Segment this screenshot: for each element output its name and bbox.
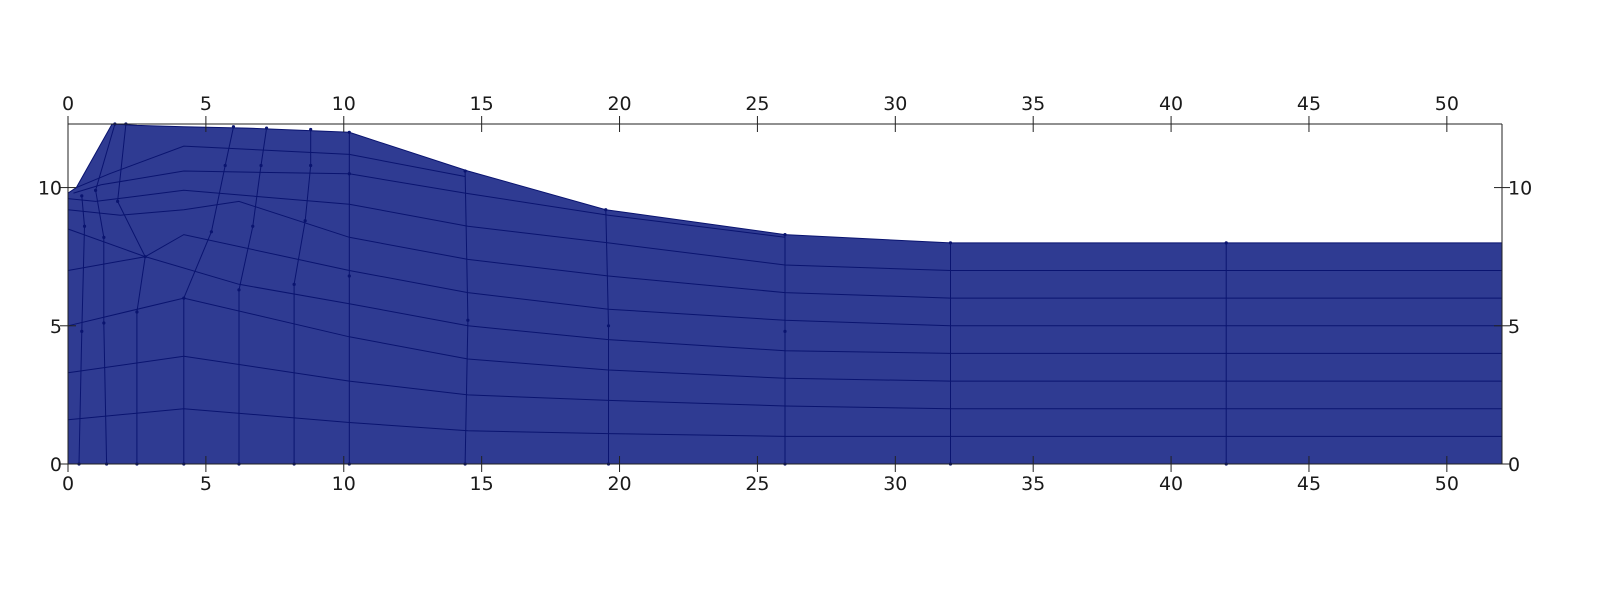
top-x-tick-label: 45 — [1297, 93, 1321, 115]
mesh-node — [116, 199, 120, 203]
axes-layer: 0055101015152020252530303535404045455050… — [38, 93, 1532, 495]
bottom-x-tick-label: 30 — [883, 473, 907, 495]
top-x-tick-label: 30 — [883, 93, 907, 115]
mesh-node — [93, 188, 98, 192]
bottom-x-tick-label: 10 — [332, 473, 356, 495]
mesh-line-horizontal-0 — [67, 408, 1502, 437]
mesh-node — [102, 321, 106, 325]
mesh-node — [948, 241, 953, 245]
mesh-node — [143, 255, 147, 259]
mesh-node — [251, 224, 255, 228]
top-x-tick-label: 40 — [1159, 93, 1183, 115]
mesh-line-horizontal-5 — [67, 200, 1502, 299]
bottom-x-tick-label: 0 — [62, 473, 74, 495]
bottom-x-tick-label: 15 — [470, 473, 494, 495]
mesh-node — [80, 194, 84, 198]
mesh-node — [347, 172, 351, 176]
mesh-line-horizontal-6 — [67, 189, 1502, 271]
top-x-tick-label: 10 — [332, 93, 356, 115]
mesh-node — [223, 163, 227, 168]
mesh-node — [209, 230, 213, 234]
mesh-node — [102, 235, 106, 239]
left-y-tick-label: 10 — [38, 178, 62, 200]
mesh-node — [231, 125, 236, 129]
mesh-node — [292, 282, 296, 286]
top-x-tick-label: 15 — [470, 93, 494, 115]
top-x-tick-label: 5 — [200, 93, 212, 115]
mesh-node — [303, 219, 307, 223]
top-x-tick-label: 0 — [62, 93, 74, 115]
mesh-node — [309, 127, 313, 132]
mesh-node — [463, 169, 467, 173]
mesh-node — [347, 274, 351, 278]
mesh-line-horizontal-4 — [67, 228, 1502, 327]
mesh-node — [1224, 241, 1228, 245]
bottom-x-tick-label: 50 — [1435, 473, 1459, 495]
bottom-x-tick-label: 40 — [1159, 473, 1183, 495]
mesh-node — [182, 296, 186, 300]
mesh-line-horizontal-3 — [67, 256, 1502, 354]
mesh-node — [604, 208, 608, 212]
mesh-node — [783, 329, 787, 333]
bottom-x-tick-label: 35 — [1021, 473, 1045, 495]
mesh-line-horizontal-2 — [67, 297, 1502, 382]
top-x-tick-label: 50 — [1435, 93, 1459, 115]
left-y-tick-label: 0 — [50, 454, 62, 476]
top-x-tick-label: 20 — [607, 93, 631, 115]
top-x-tick-label: 25 — [745, 93, 769, 115]
right-y-tick-label: 0 — [1508, 454, 1520, 476]
mesh-node — [237, 288, 241, 292]
mesh-node — [264, 126, 269, 130]
mesh-node — [309, 163, 313, 168]
left-y-tick-label: 5 — [50, 316, 62, 338]
mesh-node — [606, 324, 611, 328]
mesh-node — [135, 310, 139, 314]
bottom-x-tick-label: 25 — [745, 473, 769, 495]
mesh-line-horizontal-1 — [67, 355, 1502, 410]
mesh-node — [466, 318, 470, 322]
mesh-layer — [67, 122, 1503, 466]
right-y-tick-label: 5 — [1508, 316, 1520, 338]
right-y-tick-label: 10 — [1508, 178, 1532, 200]
top-x-tick-label: 35 — [1021, 93, 1045, 115]
mesh-line-horizontal-8 — [76, 145, 466, 189]
mesh-node — [82, 224, 87, 228]
bottom-x-tick-label: 5 — [200, 473, 212, 495]
mesh-node — [783, 232, 787, 237]
mesh-node — [80, 329, 84, 333]
mesh-node — [259, 163, 263, 168]
mesh-node — [347, 130, 351, 134]
bottom-x-tick-label: 45 — [1297, 473, 1321, 495]
bottom-x-tick-label: 20 — [607, 473, 631, 495]
